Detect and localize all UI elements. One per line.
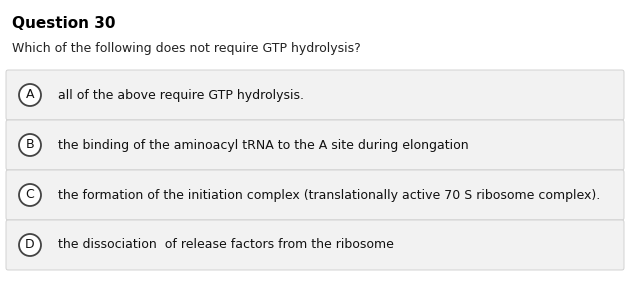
Text: C: C: [26, 188, 34, 202]
Ellipse shape: [19, 134, 41, 156]
FancyBboxPatch shape: [6, 120, 624, 170]
FancyBboxPatch shape: [6, 220, 624, 270]
Text: D: D: [25, 239, 35, 251]
Text: Question 30: Question 30: [12, 16, 115, 31]
Text: all of the above require GTP hydrolysis.: all of the above require GTP hydrolysis.: [58, 88, 304, 102]
FancyBboxPatch shape: [6, 170, 624, 220]
Ellipse shape: [19, 234, 41, 256]
Text: A: A: [26, 88, 34, 102]
Ellipse shape: [19, 84, 41, 106]
Text: the formation of the initiation complex (translationally active 70 S ribosome co: the formation of the initiation complex …: [58, 188, 600, 202]
Text: the binding of the aminoacyl tRNA to the A site during elongation: the binding of the aminoacyl tRNA to the…: [58, 138, 469, 152]
Ellipse shape: [19, 184, 41, 206]
Text: B: B: [26, 138, 34, 152]
Text: the dissociation  of release factors from the ribosome: the dissociation of release factors from…: [58, 239, 394, 251]
FancyBboxPatch shape: [6, 70, 624, 120]
Text: Which of the following does not require GTP hydrolysis?: Which of the following does not require …: [12, 42, 361, 55]
